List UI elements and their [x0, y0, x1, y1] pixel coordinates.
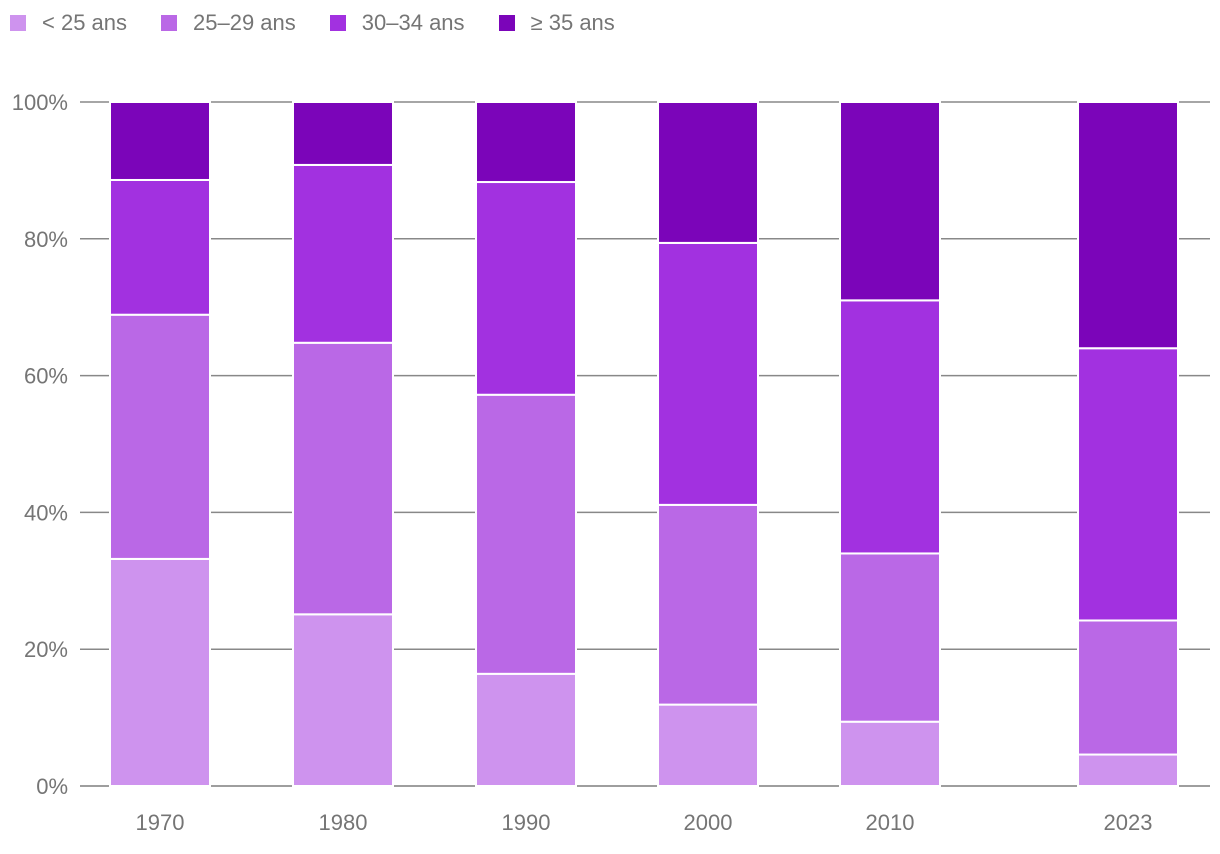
legend-item-35-plus[interactable]: ≥ 35 ans [498, 10, 615, 36]
bar-segment [1077, 347, 1179, 622]
bar-segment [839, 552, 941, 723]
legend-item-30-34[interactable]: 30–34 ans [329, 10, 465, 36]
y-tick-label: 100% [12, 90, 68, 115]
legend-swatch [10, 15, 26, 31]
y-tick-label: 40% [24, 500, 68, 525]
x-tick-label: 1990 [502, 810, 551, 835]
y-tick-label: 60% [24, 364, 68, 389]
bar-segment [292, 163, 394, 344]
bar-segment [292, 341, 394, 616]
x-tick-label: 2000 [684, 810, 733, 835]
bar-segment [657, 703, 759, 787]
bar-segment [109, 178, 211, 316]
bar-segment [657, 503, 759, 706]
y-tick-label: 80% [24, 227, 68, 252]
legend-item-under-25[interactable]: < 25 ans [10, 10, 127, 36]
bar-segment [1077, 753, 1179, 788]
bar-segment [292, 101, 394, 166]
legend-item-25-29[interactable]: 25–29 ans [161, 10, 296, 36]
y-tick-label: 0% [36, 774, 68, 799]
legend-swatch [498, 15, 515, 31]
legend: < 25 ans 25–29 ans 30–34 ans ≥ 35 ans [10, 10, 649, 36]
bar-segment [292, 613, 394, 787]
bar-segment [109, 313, 211, 560]
bar-segment [475, 393, 577, 675]
bar-segment [109, 557, 211, 787]
y-axis: 0% 20% 40% 60% 80% 100% [12, 90, 68, 799]
bar-segment [475, 101, 577, 184]
y-tick-label: 20% [24, 637, 68, 662]
legend-swatch [161, 15, 178, 31]
legend-label: < 25 ans [42, 10, 128, 35]
x-tick-label: 1980 [319, 810, 368, 835]
bar-segment [839, 299, 941, 555]
bar-segment [839, 720, 941, 787]
bar-segment [657, 101, 759, 244]
legend-label: 25–29 ans [193, 10, 296, 35]
bar-segment [475, 672, 577, 787]
x-tick-label: 2023 [1104, 810, 1153, 835]
bars [109, 101, 1179, 788]
x-axis: 1970 1980 1990 2000 2010 2023 [136, 810, 1153, 835]
legend-label: ≥ 35 ans [530, 10, 615, 35]
legend-label: 30–34 ans [361, 10, 465, 35]
gridlines [80, 101, 1210, 787]
legend-swatch [329, 15, 346, 31]
bar-segment [475, 181, 577, 396]
bar-segment [839, 101, 941, 302]
bar-segment [109, 101, 211, 181]
bar-segment [657, 241, 759, 506]
bar-segment [1077, 101, 1179, 350]
x-tick-label: 1970 [136, 810, 185, 835]
bar-segment [1077, 619, 1179, 756]
x-tick-label: 2010 [866, 810, 915, 835]
